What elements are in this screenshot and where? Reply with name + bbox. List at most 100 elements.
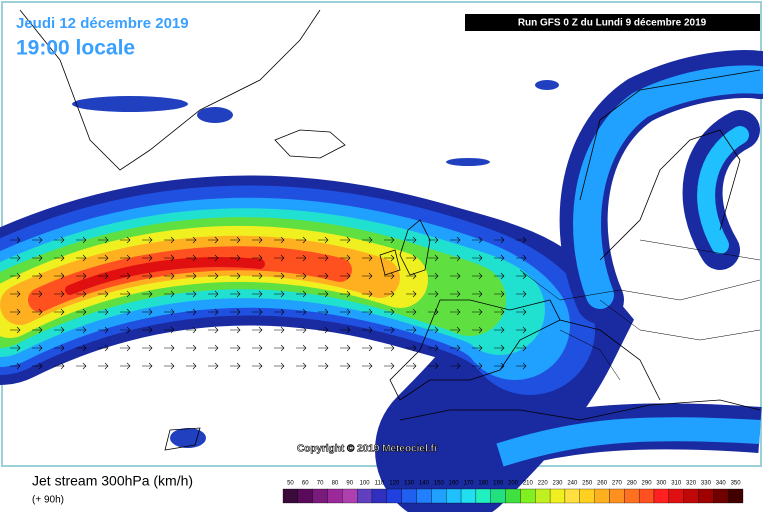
wind-arrow [32, 272, 43, 280]
copyright: Copyright © 2019 Meteociel.fr [297, 444, 438, 455]
wind-arrow [120, 290, 131, 298]
wind-arrow [406, 308, 417, 316]
colorbar-swatch [401, 488, 417, 504]
wind-arrow [142, 236, 153, 244]
wind-arrow [384, 362, 395, 370]
wind-arrow [340, 236, 351, 244]
wind-arrow [142, 290, 153, 298]
wind-arrow [274, 290, 285, 298]
wind-arrow [494, 326, 505, 334]
wind-arrows [10, 236, 527, 370]
wind-arrow [274, 236, 285, 244]
colorbar-label: 240 [567, 481, 578, 487]
forecast-lead: (+ 90h) [32, 495, 64, 506]
wind-arrow [450, 236, 461, 244]
wind-arrow [32, 362, 43, 370]
wind-arrow [164, 344, 175, 352]
wind-arrow [10, 272, 21, 280]
colorbar-label: 50 [287, 481, 294, 487]
wind-arrow [384, 254, 395, 262]
wind-arrow [428, 362, 439, 370]
wind-arrow [472, 272, 483, 280]
wind-arrow [472, 326, 483, 334]
colorbar-swatch [475, 488, 491, 504]
wind-arrow [340, 290, 351, 298]
wind-arrow [428, 308, 439, 316]
wind-arrow [186, 254, 197, 262]
wind-arrow [340, 362, 351, 370]
wind-arrow [76, 362, 87, 370]
wind-arrow [230, 344, 241, 352]
wind-arrow [384, 326, 395, 334]
colorbar-label: 60 [302, 481, 309, 487]
wind-arrow [318, 254, 329, 262]
wind-arrow [318, 290, 329, 298]
colorbar-label: 80 [332, 481, 339, 487]
wind-arrow [516, 362, 527, 370]
wind-arrow [54, 308, 65, 316]
wind-arrow [494, 272, 505, 280]
colorbar: 50 60 70 80 90 100 110 120 130 140 150 160 170 180 190… [282, 481, 744, 504]
colorbar-swatch [490, 488, 506, 504]
coastlines [19, 9, 761, 451]
wind-arrow [252, 308, 263, 316]
run-banner [465, 14, 760, 31]
wind-arrow [296, 290, 307, 298]
colorbar-label: 140 [419, 481, 430, 487]
wind-arrow [164, 290, 175, 298]
wind-arrow [296, 254, 307, 262]
colorbar-swatch [312, 488, 328, 504]
wind-arrow [428, 344, 439, 352]
wind-arrow [318, 326, 329, 334]
colorbar-label: 200 [508, 481, 519, 487]
colorbar-swatch [668, 488, 684, 504]
footer-title: Jet stream 300hPa (km/h) [32, 473, 193, 489]
wind-arrow [362, 344, 373, 352]
wind-arrow [362, 254, 373, 262]
wind-arrow [274, 362, 285, 370]
wind-arrow [340, 344, 351, 352]
wind-arrow [10, 362, 21, 370]
wind-arrow [406, 290, 417, 298]
wind-arrow [406, 236, 417, 244]
colorbar-swatch [564, 488, 580, 504]
wind-arrow [406, 272, 417, 280]
wind-arrow [186, 272, 197, 280]
wind-arrow [252, 326, 263, 334]
wind-arrow [472, 254, 483, 262]
colorbar-swatch [357, 488, 373, 504]
wind-arrow [76, 236, 87, 244]
colorbar-label: 170 [463, 481, 474, 487]
wind-arrow [186, 326, 197, 334]
wind-arrow [428, 236, 439, 244]
wind-arrow [384, 308, 395, 316]
colorbar-swatch [505, 488, 521, 504]
wind-arrow [362, 272, 373, 280]
colorbar-swatch [386, 488, 402, 504]
wind-arrow [164, 272, 175, 280]
colorbar-swatch [594, 488, 610, 504]
colorbar-label: 250 [582, 481, 593, 487]
wind-arrow [450, 362, 461, 370]
wind-arrow [296, 308, 307, 316]
wind-arrow [230, 362, 241, 370]
colorbar-label: 310 [671, 481, 682, 487]
wind-arrow [186, 236, 197, 244]
wind-arrow [54, 362, 65, 370]
wind-arrow [252, 236, 263, 244]
colorbar-swatch [683, 488, 699, 504]
wind-arrow [142, 308, 153, 316]
wind-arrow [494, 290, 505, 298]
wind-arrow [384, 272, 395, 280]
colorbar-swatch [653, 488, 669, 504]
colorbar-label: 130 [404, 481, 415, 487]
wind-arrow [340, 272, 351, 280]
colorbar-swatch [728, 488, 744, 504]
wind-arrow [208, 344, 219, 352]
wind-arrow [252, 254, 263, 262]
wind-arrow [98, 236, 109, 244]
wind-arrow [274, 326, 285, 334]
wind-arrow [472, 290, 483, 298]
colorbar-swatch [535, 488, 551, 504]
